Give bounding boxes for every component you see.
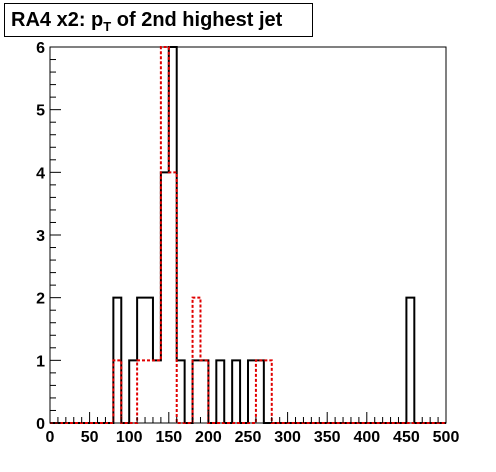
x-tick-label: 100 (116, 429, 143, 446)
series-2-bin (264, 360, 272, 423)
y-tick-label: 0 (36, 416, 45, 433)
x-tick-label: 0 (46, 429, 55, 446)
x-tick-label: 150 (155, 429, 182, 446)
series-2-bin (153, 360, 161, 423)
series-2-bin (200, 360, 208, 423)
x-tick-label: 200 (195, 429, 222, 446)
series-2-bin (137, 360, 145, 423)
series-1-bin (129, 360, 137, 423)
x-tick-label: 450 (393, 429, 420, 446)
series-1-bin (248, 360, 256, 423)
x-tick-label: 250 (235, 429, 262, 446)
x-tick-label: 400 (353, 429, 380, 446)
x-tick-label: 350 (314, 429, 341, 446)
series-2-bin (169, 172, 177, 423)
series-2-bin (161, 47, 169, 423)
series-1-bin (216, 360, 224, 423)
series-2-bin (145, 360, 153, 423)
series-1-bin (406, 298, 414, 423)
x-tick-label: 500 (433, 429, 460, 446)
chart-title: RA4 x2: pT of 2nd highest jet (4, 3, 313, 37)
y-tick-label: 2 (36, 291, 45, 308)
series-1-bin (177, 360, 185, 423)
chart-title-subscript: T (103, 19, 112, 34)
y-tick-label: 3 (36, 228, 45, 245)
y-tick-label: 1 (36, 353, 45, 370)
series-2-bin (256, 360, 264, 423)
series-2-bin (193, 298, 201, 423)
y-tick-label: 6 (36, 40, 45, 57)
y-tick-label: 5 (36, 103, 45, 120)
series-2-bin (113, 360, 121, 423)
x-tick-label: 300 (274, 429, 301, 446)
chart-title-suffix: of 2nd highest jet (111, 9, 283, 31)
chart-title-prefix: RA4 x2: p (11, 9, 104, 31)
series-1-bin (232, 360, 240, 423)
x-tick-label: 50 (81, 429, 99, 446)
y-tick-label: 4 (36, 165, 45, 182)
